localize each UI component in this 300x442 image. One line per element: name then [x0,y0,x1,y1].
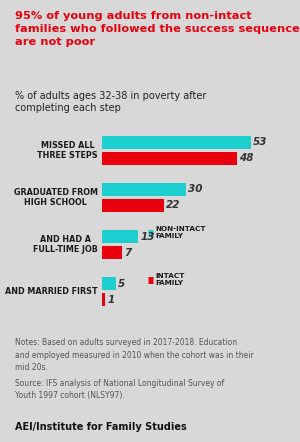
Text: Youth 1997 cohort (NLSY97).: Youth 1997 cohort (NLSY97). [15,391,125,400]
Text: Notes: Based on adults surveyed in 2017-2018. Education: Notes: Based on adults surveyed in 2017-… [15,338,237,347]
Bar [102,136,251,149]
Bar [102,199,164,212]
Text: Source: IFS analysis of National Longitudinal Survey of: Source: IFS analysis of National Longitu… [15,379,224,388]
Text: INTACT
FAMILY: INTACT FAMILY [155,274,184,286]
Bar [102,183,186,196]
Text: NON-INTACT
FAMILY: NON-INTACT FAMILY [155,226,206,239]
Text: 22: 22 [166,200,181,210]
Text: 1: 1 [107,295,114,305]
Text: 30: 30 [188,184,203,194]
Text: and employed measured in 2010 when the cohort was in their: and employed measured in 2010 when the c… [15,351,254,359]
Bar [102,293,105,306]
Bar [102,152,237,165]
Bar [102,246,122,259]
Text: % of adults ages 32-38 in poverty after
completing each step: % of adults ages 32-38 in poverty after … [15,91,206,113]
Text: MISSED ALL
THREE STEPS: MISSED ALL THREE STEPS [37,141,98,160]
Bar [102,277,116,290]
Text: 53: 53 [253,137,268,147]
Text: AEI/Institute for Family Studies: AEI/Institute for Family Studies [15,422,187,432]
Text: GRADUATED FROM
HIGH SCHOOL: GRADUATED FROM HIGH SCHOOL [14,188,98,207]
Text: 5: 5 [118,279,125,289]
Bar [102,230,139,243]
Text: 7: 7 [124,248,131,258]
Text: 48: 48 [239,153,254,163]
Text: 95% of young adults from non-intact
families who followed the success sequence
a: 95% of young adults from non-intact fami… [15,11,300,47]
Text: mid 20s.: mid 20s. [15,363,48,372]
Text: AND HAD A
FULL-TIME JOB: AND HAD A FULL-TIME JOB [33,235,98,254]
Text: AND MARRIED FIRST: AND MARRIED FIRST [5,287,98,296]
Text: 13: 13 [141,232,155,242]
